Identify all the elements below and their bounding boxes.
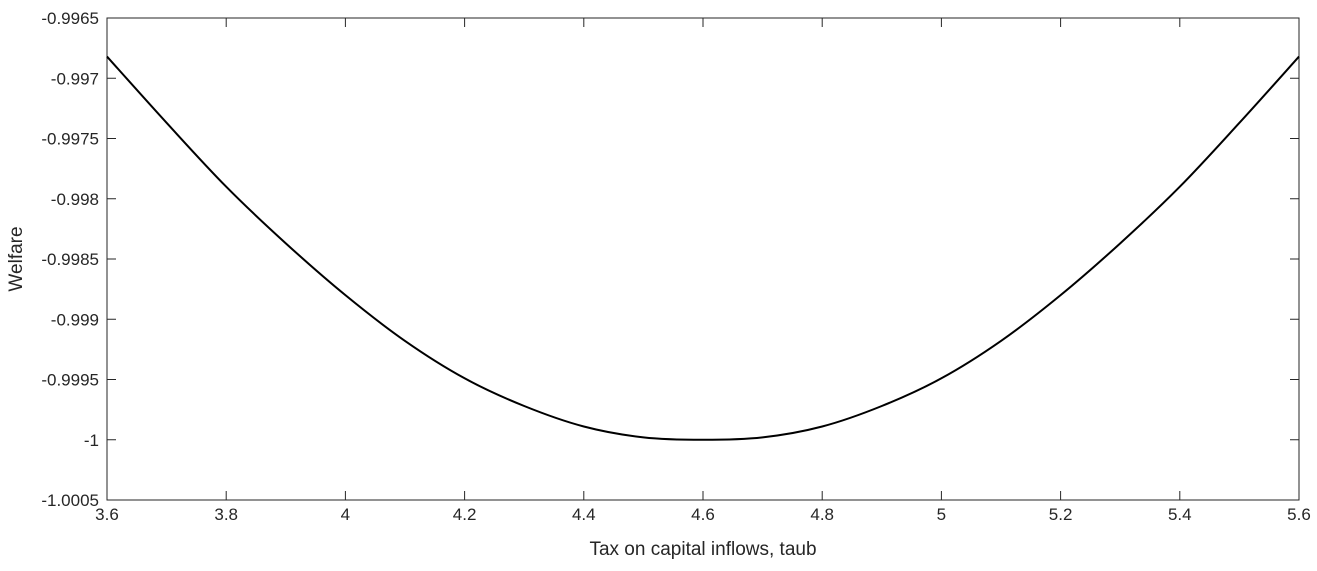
x-axis-ticks: 3.6 3.8 4 4.2 4.4 4.6 4.8 5 5.2 5.4 5.6 [95,18,1311,524]
x-tick-label: 3.8 [214,505,238,524]
y-tick-label: -0.999 [51,310,99,329]
x-tick-label: 3.6 [95,505,119,524]
x-tick-label: 4 [341,505,350,524]
x-axis-title: Tax on capital inflows, taub [589,539,816,560]
y-tick-label: -1.0005 [41,491,99,510]
x-tick-label: 4.2 [453,505,477,524]
x-tick-label: 5.2 [1049,505,1073,524]
x-tick-label: 4.6 [691,505,715,524]
x-tick-label: 5 [937,505,946,524]
plot-box [106,17,1300,501]
y-axis-ticks: -0.9965 -0.997 -0.9975 -0.998 -0.9985 -0.999 -… [41,9,1299,510]
series-layer [106,55,1300,441]
y-tick-label: -0.998 [51,190,99,209]
series-line [106,55,1300,441]
y-tick-label: -0.997 [51,69,99,88]
x-tick-label: 5.4 [1168,505,1192,524]
y-tick-label: -1 [84,431,99,450]
x-tick-label: 5.6 [1287,505,1311,524]
y-tick-label: -0.9995 [41,371,99,390]
y-axis-title: Welfare [6,226,27,291]
y-tick-label: -0.9975 [41,130,99,149]
plot-frame [106,17,1300,501]
y-tick-label: -0.9985 [41,250,99,269]
x-tick-label: 4.8 [810,505,834,524]
x-tick-label: 4.4 [572,505,596,524]
y-tick-label: -0.9965 [41,9,99,28]
